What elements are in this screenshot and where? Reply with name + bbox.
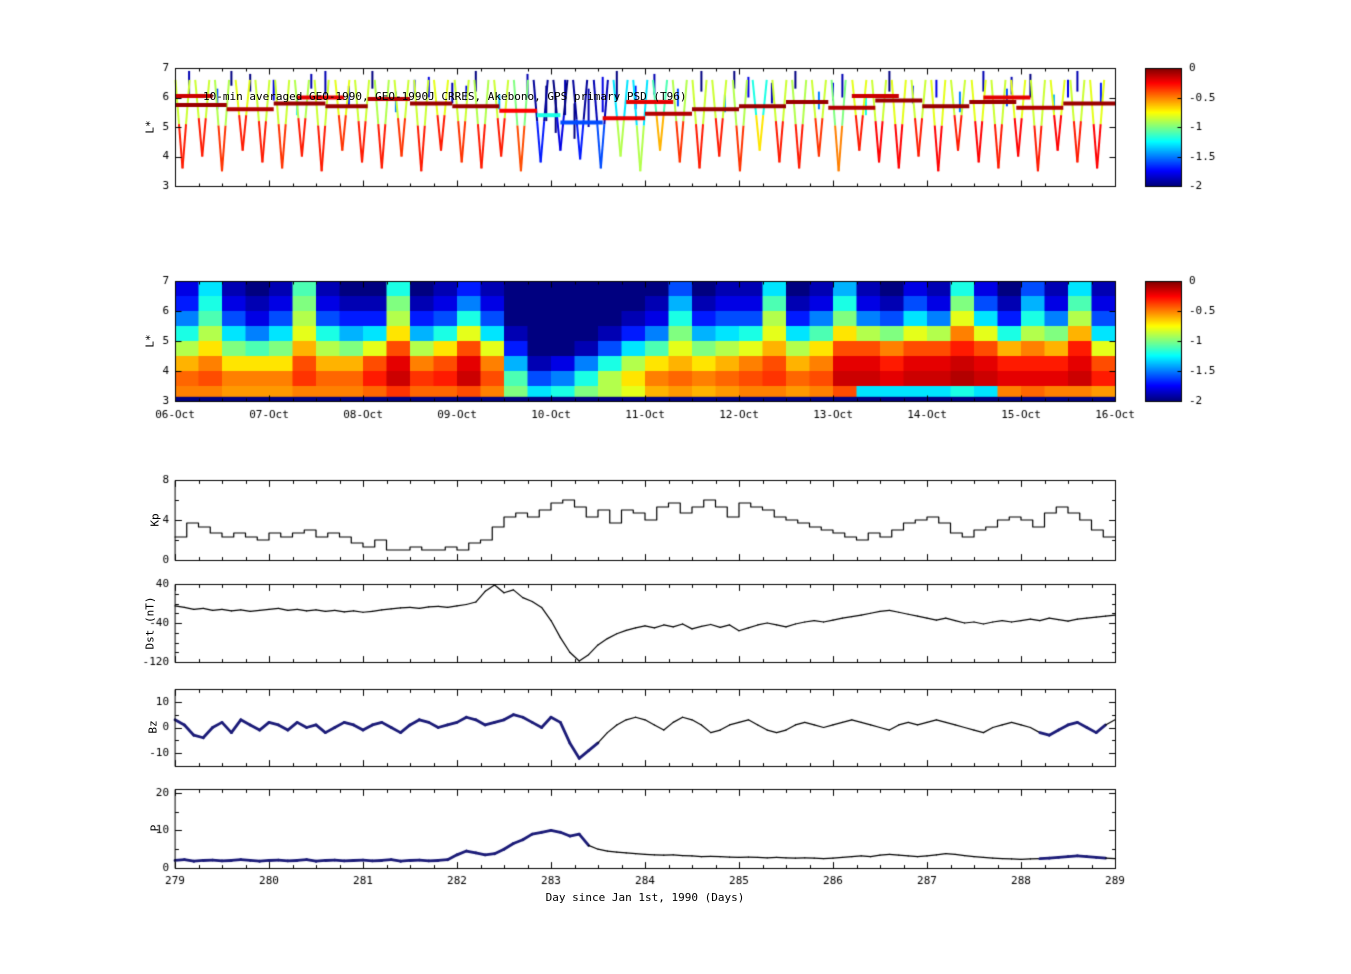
ylabel-bz: Bz xyxy=(146,720,160,734)
ylabel-dst: Dst (nT) xyxy=(143,596,157,650)
ylabel-kp: Kp xyxy=(148,513,162,527)
ylabel-lstar-bottom: L* xyxy=(143,334,157,348)
ylabel-p: P xyxy=(148,824,162,832)
ylabel-lstar-top: L* xyxy=(143,120,157,134)
xlabel: Day since Jan 1st, 1990 (Days) xyxy=(545,891,745,904)
plot-title: 10-min averaged GEO-1990, GEO-1990J CRRE… xyxy=(203,90,687,103)
